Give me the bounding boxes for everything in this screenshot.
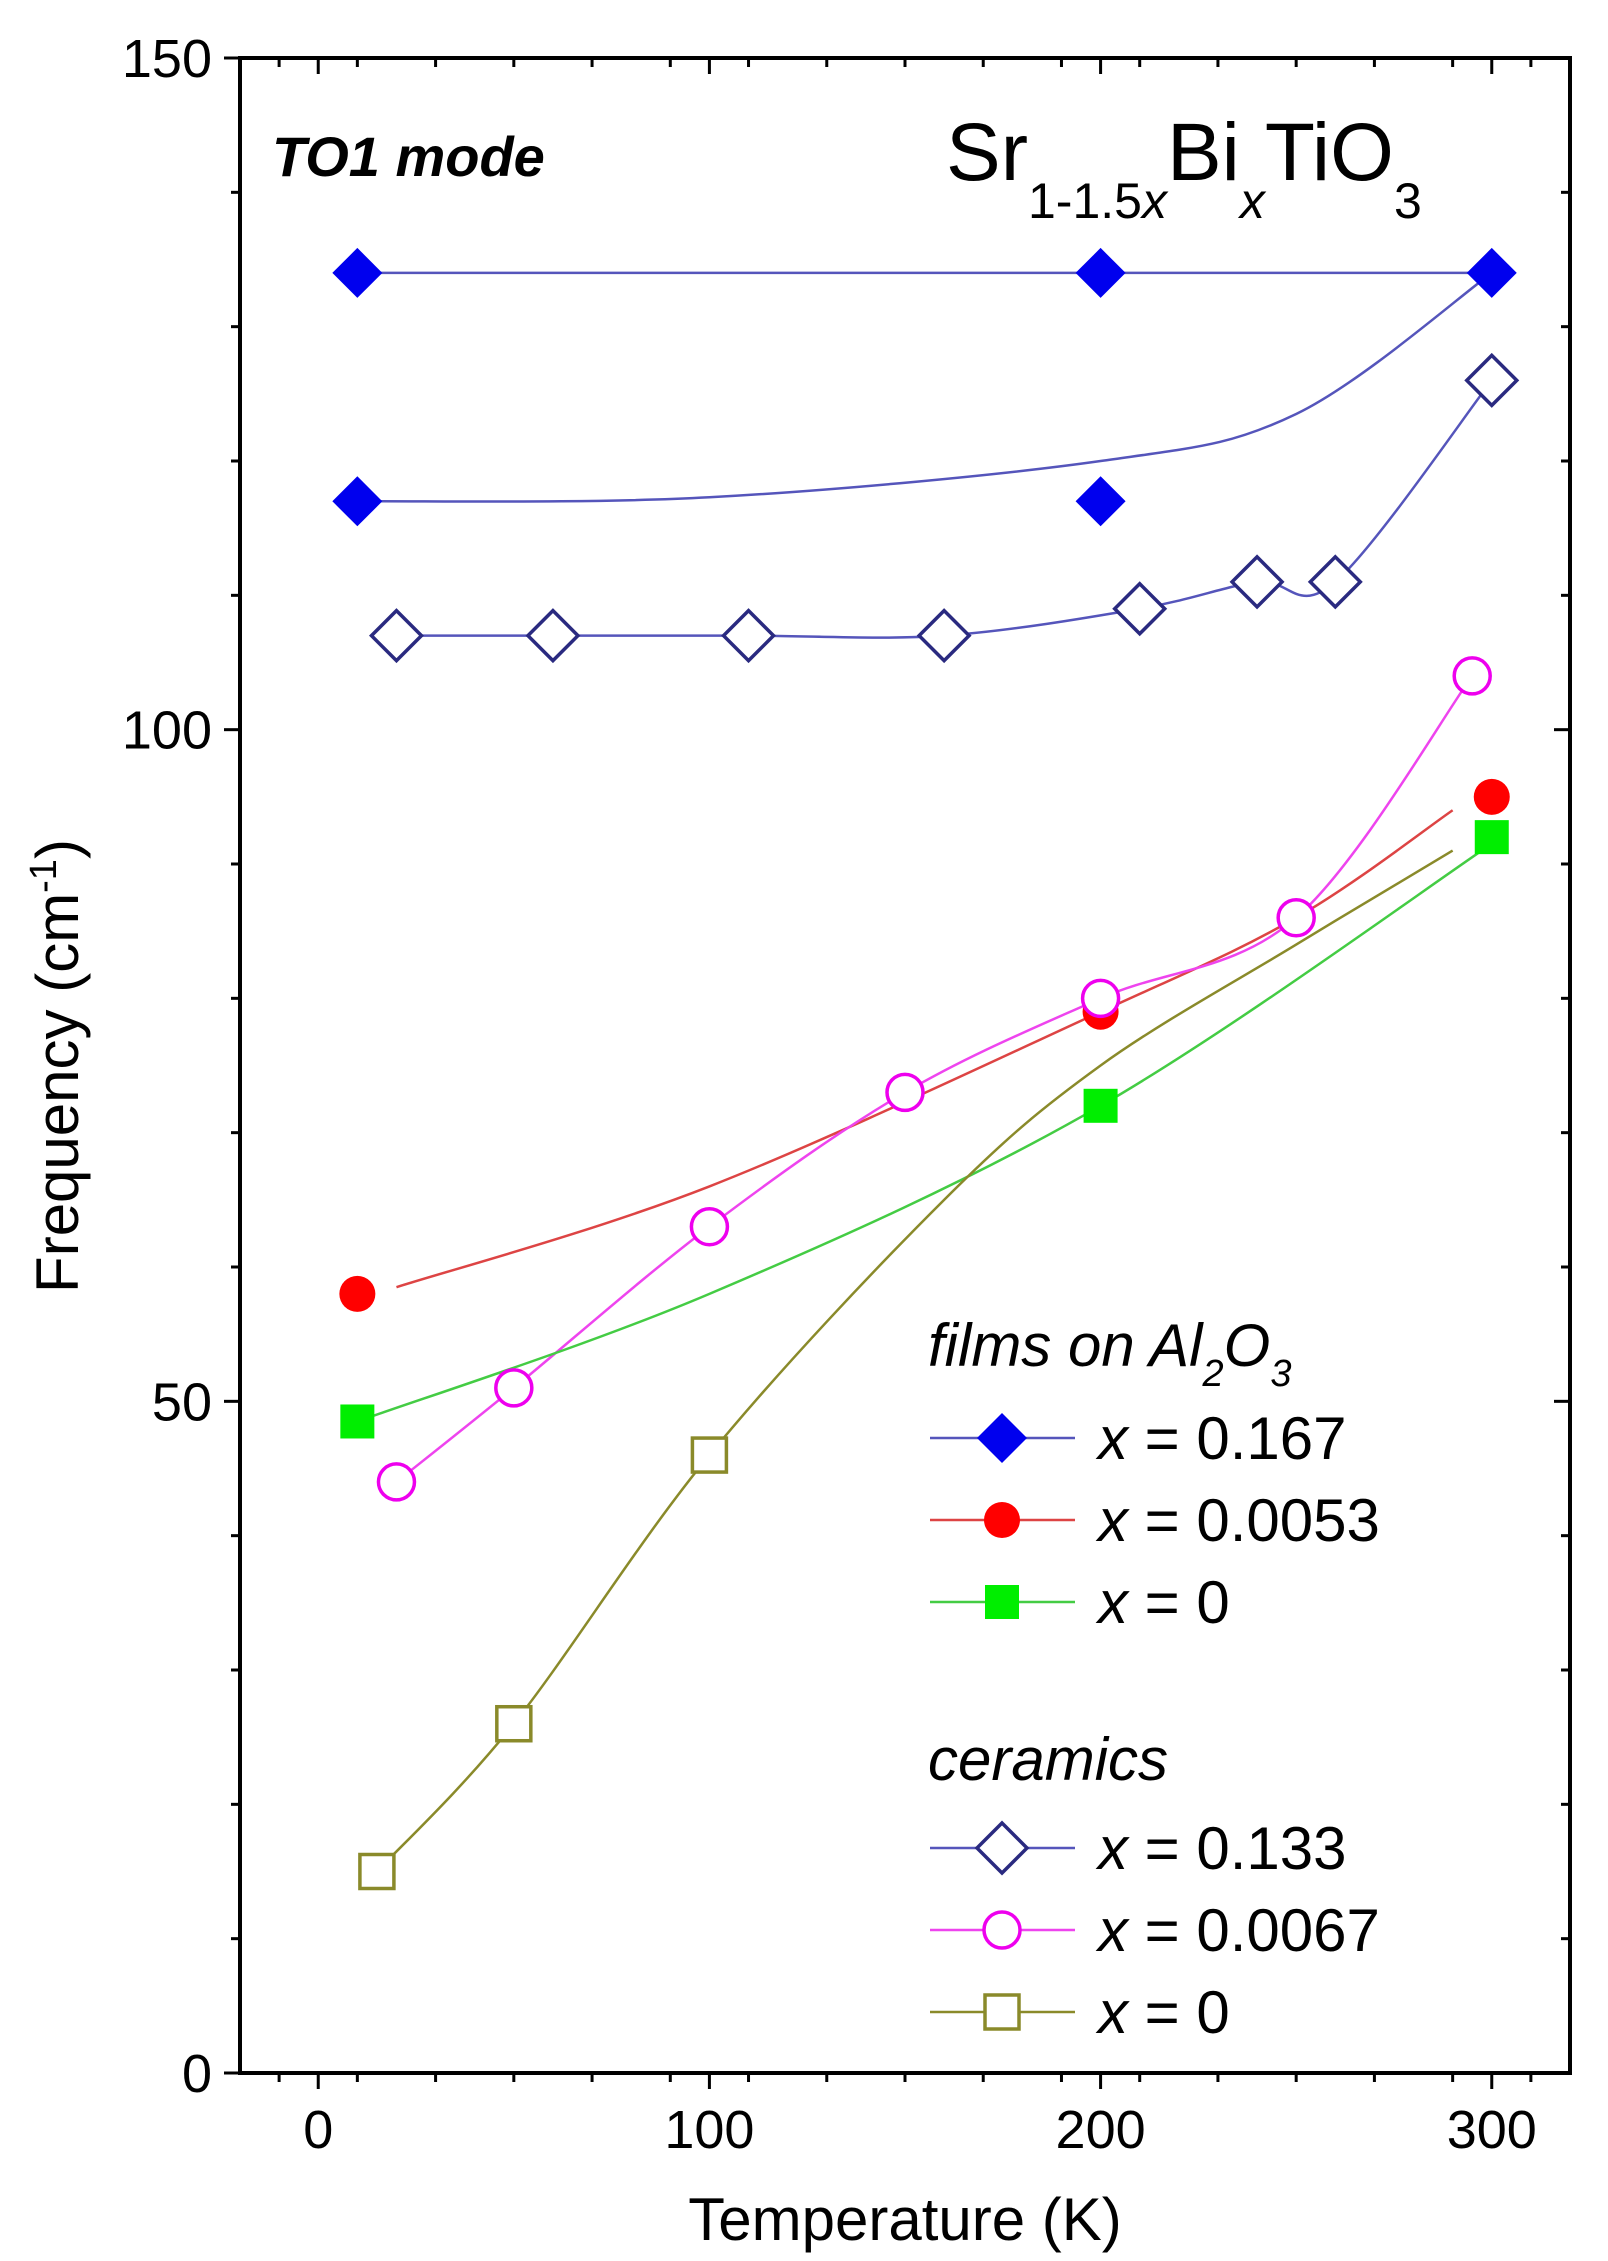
- data-point-cer_0133-3: [916, 608, 972, 664]
- legend-label-films_0167: x = 0.167: [1095, 1405, 1347, 1472]
- legend-label-cer_0133: x = 0.133: [1095, 1815, 1347, 1882]
- data-point-films_0-0: [340, 1404, 375, 1439]
- plot-frame: [238, 56, 1572, 2075]
- formula-title: Sr1-1.5xBixTiO3: [946, 107, 1422, 229]
- data-point-cer_00067-6: [1452, 656, 1492, 696]
- data-point-cer_0133-7: [1464, 352, 1520, 408]
- y-axis-title: Frequency (cm-1): [23, 839, 91, 1293]
- y-axis-title-main: Frequency (cm: [24, 893, 91, 1293]
- formula-sub1-var: x: [1140, 173, 1169, 229]
- data-point-cer_00067-4: [1080, 978, 1121, 1019]
- legend-value-cer_00067: = 0.0067: [1128, 1897, 1380, 1964]
- y-axis-title-close: ): [24, 839, 91, 859]
- x-tick-label-200: 200: [1056, 2100, 1146, 2160]
- data-point-films_0-1: [1083, 1088, 1118, 1123]
- data-point-cer_00067-1: [494, 1368, 534, 1408]
- legend-var-films_00053: x: [1095, 1487, 1130, 1554]
- y-axis-title-sup: -1: [23, 859, 65, 893]
- legend-value-films_0167: = 0.167: [1128, 1405, 1347, 1472]
- data-point-cer_0-0: [358, 1852, 396, 1891]
- curves-layer: [356, 271, 1493, 1873]
- series-line-films_00053-0: [396, 809, 1454, 1289]
- y-tick-label-0: 0: [182, 2044, 212, 2104]
- legend-marker-films_0: [985, 1585, 1019, 1619]
- data-point-films_00053-2: [1473, 778, 1510, 815]
- legend-films-heading-sub1: 2: [1202, 1353, 1224, 1395]
- y-tick-label-100: 100: [122, 701, 212, 761]
- data-point-cer_0133-6: [1307, 554, 1363, 610]
- data-point-cer_0-1: [495, 1704, 533, 1743]
- formula-bi: Bi: [1167, 107, 1240, 198]
- data-point-cer_0133-5: [1229, 554, 1285, 610]
- legend-marker-cer_0: [983, 1993, 1021, 2031]
- data-point-cer_0133-2: [721, 608, 777, 664]
- legend-marker-cer_0133: [974, 1820, 1030, 1876]
- data-point-films_0167-3: [332, 476, 383, 527]
- x-tick-label-300: 300: [1447, 2100, 1537, 2160]
- series-line-films_0-0: [356, 842, 1493, 1423]
- legend-var-films_0: x: [1095, 1569, 1130, 1636]
- x-axis-title: Temperature (K): [688, 2186, 1121, 2253]
- legend-films-heading-text: films on Al: [928, 1312, 1204, 1379]
- data-point-cer_0133-4: [1112, 581, 1168, 637]
- data-point-cer_00067-3: [885, 1072, 925, 1113]
- x-tick-label-0: 0: [303, 2100, 333, 2160]
- legend-var-films_0167: x: [1095, 1405, 1130, 1472]
- ticks-layer: 0 100 200 300 0 50 100 150: [122, 29, 1570, 2160]
- data-point-films_0167-0: [332, 247, 383, 298]
- data-point-cer_0-2: [690, 1436, 729, 1474]
- legend-ceramics-heading: ceramics: [928, 1726, 1168, 1793]
- x-tick-label-100: 100: [664, 2100, 754, 2160]
- legend-var-cer_0: x: [1095, 1979, 1130, 2046]
- legend-label-cer_00067: x = 0.0067: [1095, 1897, 1380, 1964]
- y-tick-label-50: 50: [152, 1372, 212, 1432]
- data-point-cer_00067-2: [689, 1206, 730, 1247]
- legend-marker-cer_00067: [982, 1910, 1022, 1950]
- formula-sub1: 1-1.5: [1028, 173, 1142, 229]
- formula-sr: Sr: [946, 107, 1028, 198]
- legend-films-heading: films on Al2O3: [928, 1312, 1291, 1395]
- formula-sub2: x: [1238, 173, 1267, 229]
- y-tick-label-150: 150: [122, 29, 212, 89]
- data-point-films_00053-0: [339, 1275, 376, 1312]
- data-point-cer_0133-0: [368, 608, 424, 664]
- legend-marker-films_0167: [977, 1413, 1027, 1463]
- series-line-films_0167-1: [357, 271, 1493, 503]
- markers-layer: [332, 247, 1520, 1891]
- legend-marker-films_00053: [984, 1502, 1020, 1538]
- formula-tio: TiO: [1265, 107, 1394, 198]
- legend-label-films_00053: x = 0.0053: [1095, 1487, 1380, 1554]
- data-point-cer_0133-1: [525, 608, 581, 664]
- data-point-cer_00067-0: [376, 1462, 417, 1502]
- data-point-films_0167-2: [1466, 247, 1517, 298]
- mode-label: TO1 mode: [272, 125, 545, 188]
- legend-var-cer_00067: x: [1095, 1897, 1130, 1964]
- data-point-films_0167-4: [1075, 476, 1126, 527]
- data-point-films_0167-1: [1075, 247, 1126, 298]
- legend-value-cer_0133: = 0.133: [1128, 1815, 1347, 1882]
- legend-value-films_00053: = 0.0053: [1128, 1487, 1380, 1554]
- legend-label-cer_0: x = 0: [1095, 1979, 1230, 2046]
- formula-sub3: 3: [1394, 173, 1422, 229]
- legend-var-cer_0133: x: [1095, 1815, 1130, 1882]
- legend-value-cer_0: = 0: [1128, 1979, 1230, 2046]
- data-point-films_0-2: [1474, 820, 1509, 855]
- legend-label-films_0: x = 0: [1095, 1569, 1230, 1636]
- legend-films-heading-sub2: 3: [1270, 1353, 1291, 1395]
- data-point-cer_00067-5: [1276, 897, 1316, 938]
- legend-films-heading-o: O: [1224, 1312, 1271, 1379]
- legend-value-films_0: = 0: [1128, 1569, 1230, 1636]
